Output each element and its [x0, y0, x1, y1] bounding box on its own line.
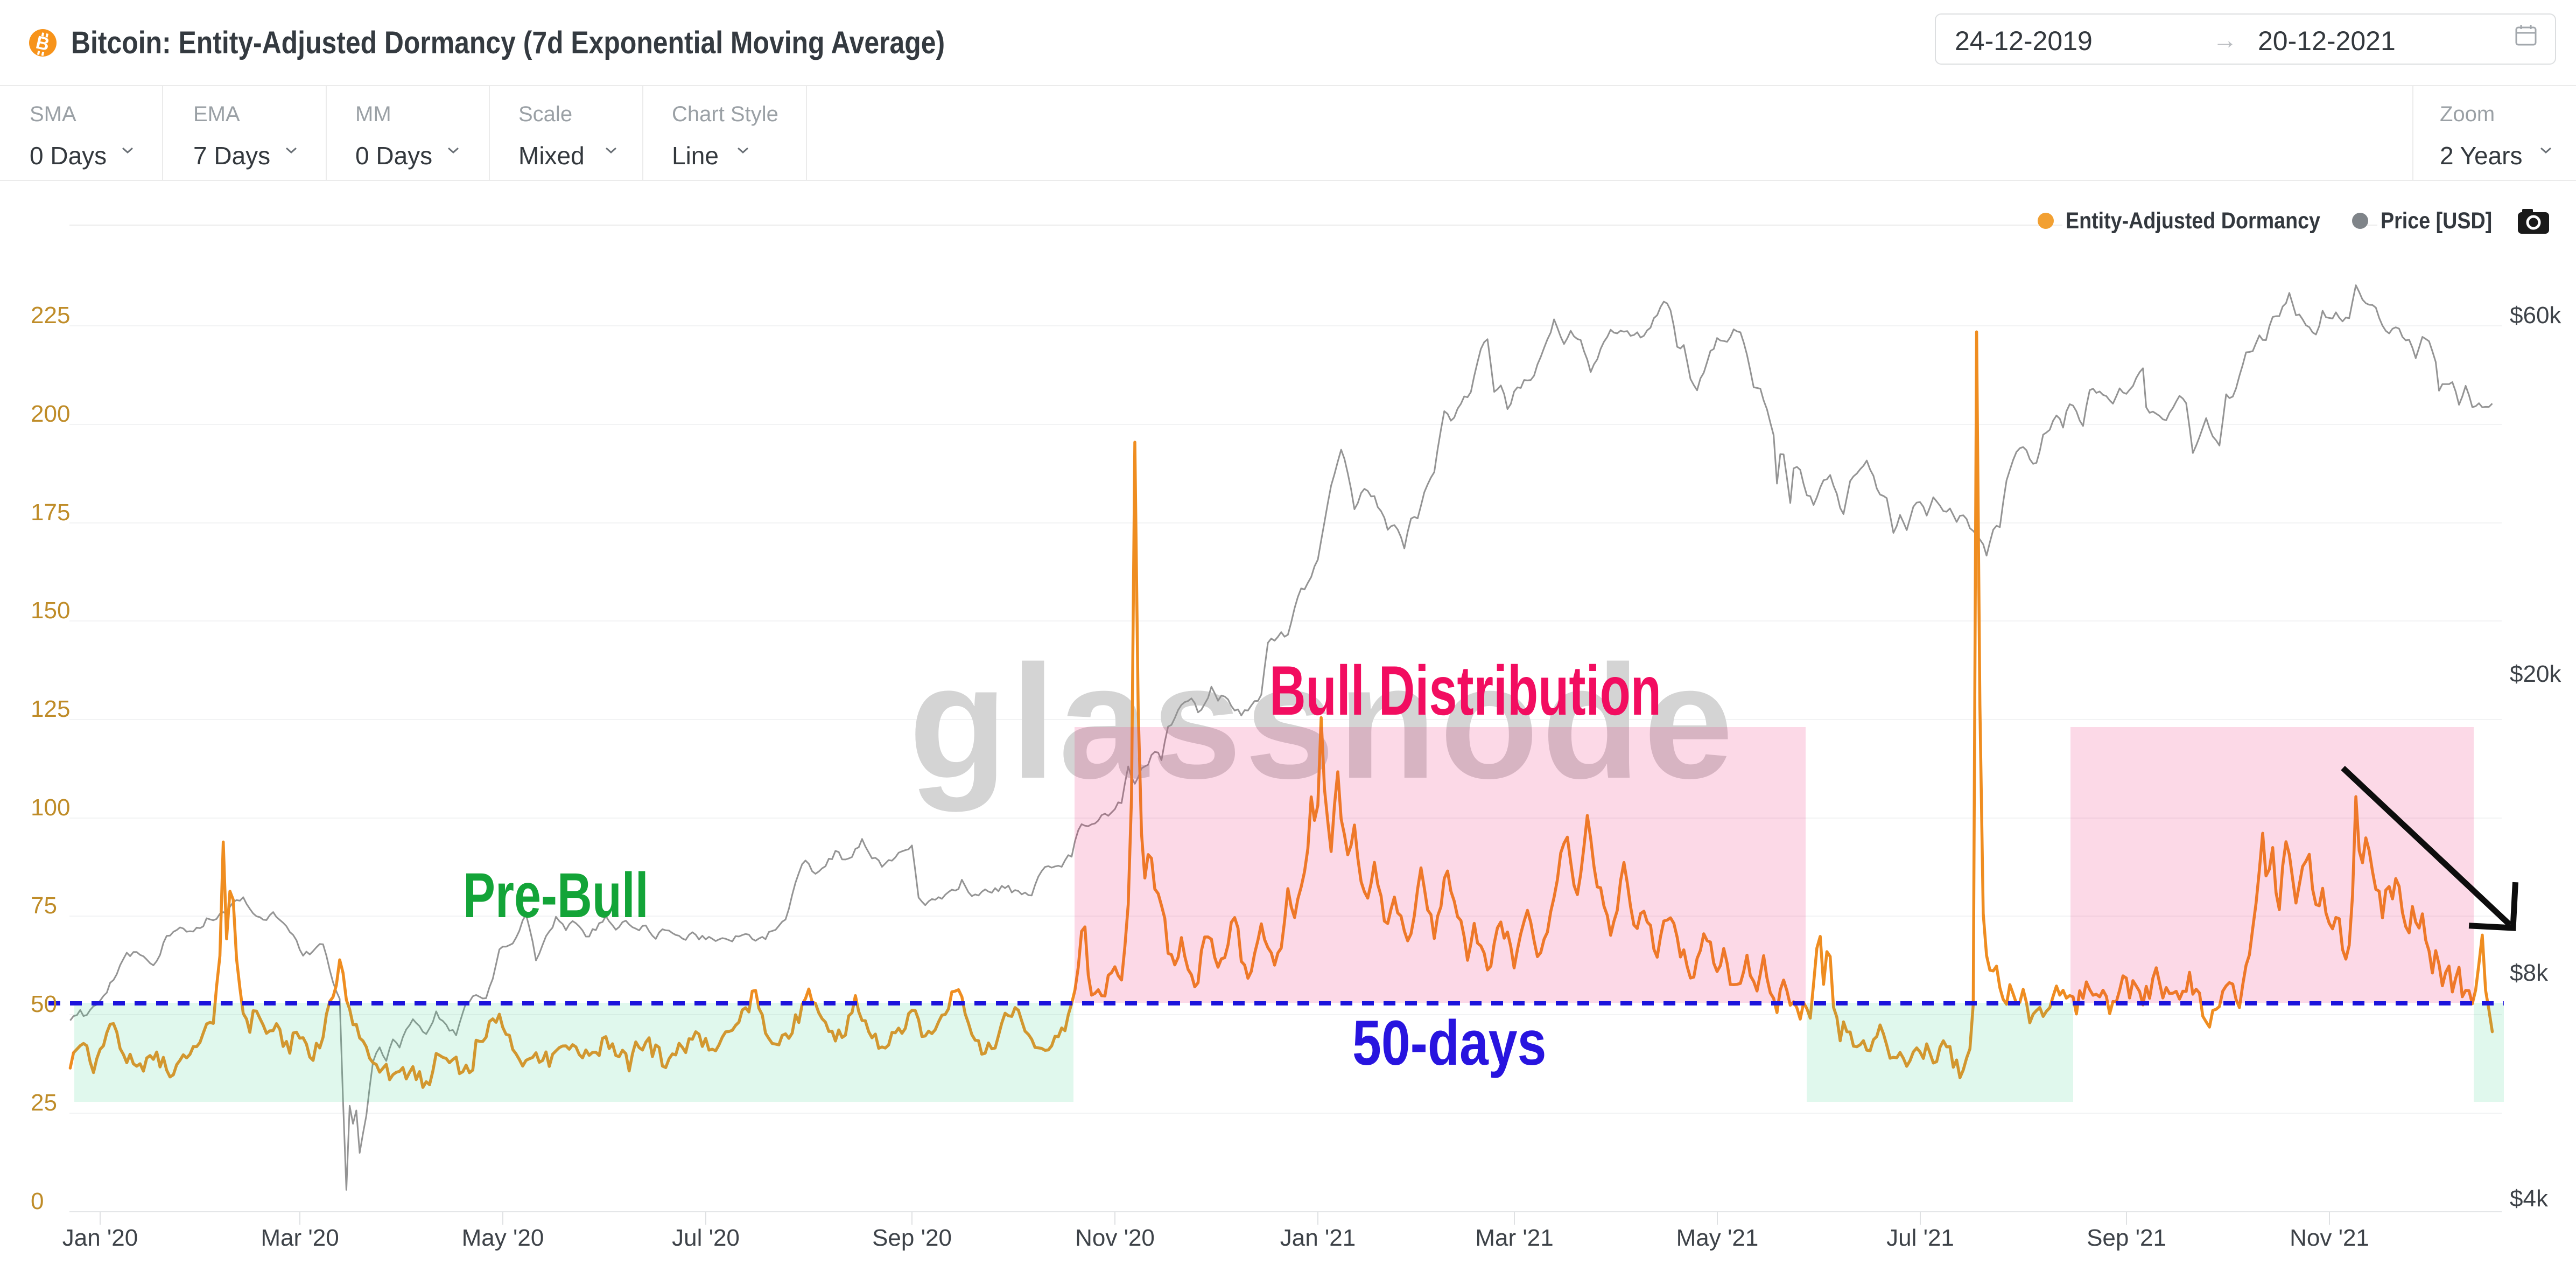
- svg-text:May '21: May '21: [1676, 1225, 1759, 1251]
- svg-text:Jul '20: Jul '20: [672, 1225, 740, 1251]
- svg-text:$60k: $60k: [2510, 302, 2561, 329]
- svg-text:Nov '20: Nov '20: [1075, 1225, 1155, 1251]
- svg-text:$8k: $8k: [2510, 960, 2549, 986]
- svg-text:75: 75: [31, 892, 57, 919]
- svg-text:150: 150: [31, 597, 70, 624]
- svg-text:100: 100: [31, 794, 70, 821]
- svg-text:Jan '21: Jan '21: [1280, 1225, 1356, 1251]
- svg-text:Sep '20: Sep '20: [872, 1225, 952, 1251]
- svg-text:200: 200: [31, 401, 70, 427]
- svg-text:Jan '20: Jan '20: [62, 1225, 138, 1251]
- svg-text:$4k: $4k: [2510, 1185, 2549, 1212]
- svg-text:$20k: $20k: [2510, 661, 2561, 687]
- svg-text:Mar '21: Mar '21: [1475, 1225, 1553, 1251]
- svg-text:Mar '20: Mar '20: [261, 1225, 339, 1251]
- svg-text:225: 225: [31, 302, 70, 329]
- svg-text:175: 175: [31, 499, 70, 526]
- svg-text:125: 125: [31, 696, 70, 722]
- svg-text:Sep '21: Sep '21: [2087, 1225, 2166, 1251]
- svg-text:50: 50: [31, 991, 57, 1017]
- svg-text:Nov '21: Nov '21: [2290, 1225, 2369, 1251]
- svg-text:May '20: May '20: [462, 1225, 544, 1251]
- svg-text:25: 25: [31, 1090, 57, 1116]
- svg-text:Jul '21: Jul '21: [1886, 1225, 1954, 1251]
- svg-text:0: 0: [31, 1188, 44, 1214]
